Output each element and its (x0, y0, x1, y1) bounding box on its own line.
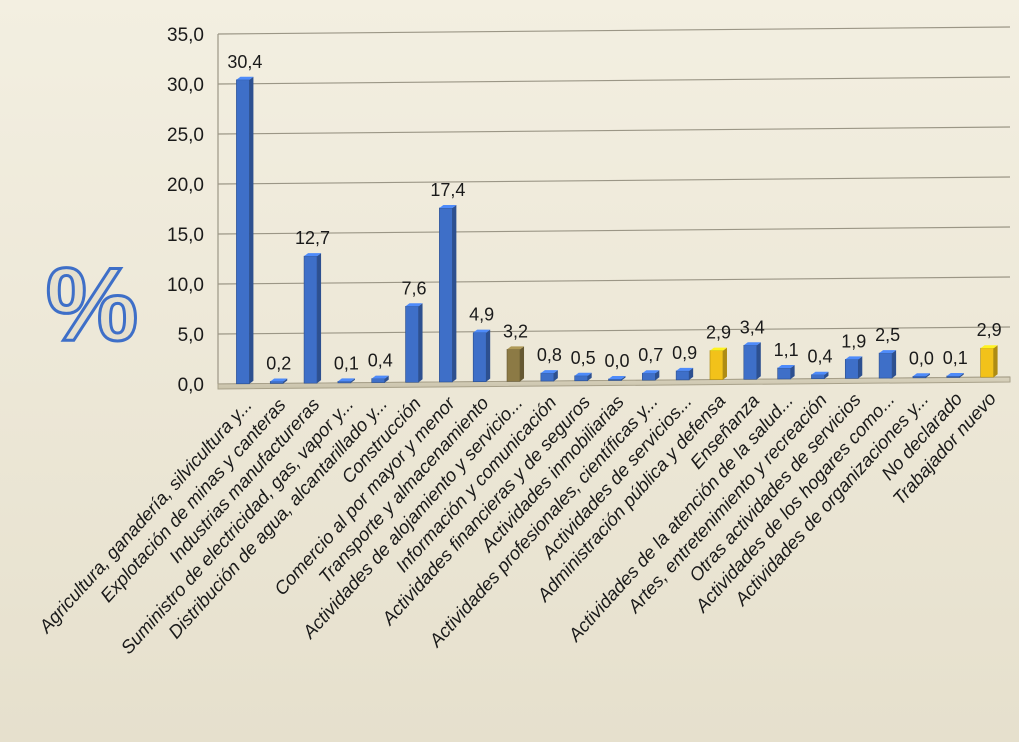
grid-line (217, 176, 1011, 185)
bar-value-label: 0,0 (909, 348, 934, 368)
bar-value-label: 2,5 (875, 325, 900, 345)
grid-line (217, 276, 1011, 285)
bar (642, 370, 660, 381)
bar (811, 371, 829, 379)
bar-value-label: 0,7 (638, 345, 663, 365)
bar (303, 253, 322, 384)
bar (269, 378, 288, 384)
y-tick-label: 25,0 (167, 125, 204, 146)
bar-value-label: 30,4 (227, 52, 262, 72)
bar-value-label: 0,5 (571, 348, 596, 368)
bar-value-label: 1,9 (841, 331, 866, 351)
bar-value-label: 2,9 (977, 320, 1002, 340)
bar (777, 364, 795, 380)
bar-value-label: 3,4 (740, 317, 765, 337)
bar-value-label: 7,6 (402, 278, 427, 298)
grid-line (217, 226, 1011, 235)
bar (675, 367, 694, 381)
bar (236, 76, 254, 385)
grid-line (217, 26, 1011, 35)
bar-value-label: 0,0 (604, 351, 629, 371)
y-tick-label: 20,0 (167, 175, 204, 196)
bar (878, 350, 897, 379)
bar-value-label: 0,4 (807, 347, 832, 367)
grid-line (217, 326, 1011, 335)
bar-value-label: 12,7 (295, 228, 330, 248)
bar (574, 372, 592, 382)
bar-value-label: 1,1 (774, 340, 799, 360)
bar (743, 342, 761, 380)
bar (472, 329, 491, 382)
y-tick-label: 5,0 (178, 325, 204, 346)
bar (912, 373, 930, 379)
bar-value-label: 4,9 (469, 305, 494, 325)
bar-value-label: 0,8 (537, 345, 562, 365)
bar-value-label: 0,1 (943, 348, 968, 368)
grid-line (217, 126, 1011, 135)
bar (709, 347, 727, 380)
bar-value-label: 17,4 (430, 180, 465, 200)
bar-value-label: 3,2 (503, 321, 528, 341)
bar (439, 204, 457, 383)
bar-value-label: 2,9 (706, 323, 731, 343)
bar (946, 373, 964, 378)
bar (540, 370, 558, 382)
bar-value-label: 0,1 (334, 353, 359, 373)
y-tick-label: 10,0 (167, 275, 204, 296)
y-tick-label: 15,0 (167, 225, 204, 246)
bar (371, 375, 389, 383)
y-axis-tick-labels: 0,0 5,0 10,0 15,0 20,0 25,0 30,0 35,0 (167, 25, 204, 396)
y-axis-label: % (46, 247, 138, 363)
bar (980, 345, 998, 378)
bar (608, 375, 626, 381)
bar (405, 303, 423, 383)
bar (506, 346, 525, 382)
y-tick-label: 35,0 (167, 25, 204, 46)
bar (844, 356, 863, 379)
bars (236, 76, 998, 385)
bar-value-labels: 30,4 0,2 12,7 0,1 0,4 7,6 17,4 4,9 3,2 0,8 0,5 0,0 0… (227, 52, 1001, 374)
y-tick-label: 0,0 (178, 375, 204, 396)
grid-line (217, 76, 1011, 85)
bar-value-label: 0,9 (672, 343, 697, 363)
y-tick-label: 30,0 (167, 75, 204, 96)
bar (337, 378, 355, 384)
bar-value-label: 0,4 (368, 351, 393, 371)
bar-value-label: 0,2 (266, 353, 291, 373)
